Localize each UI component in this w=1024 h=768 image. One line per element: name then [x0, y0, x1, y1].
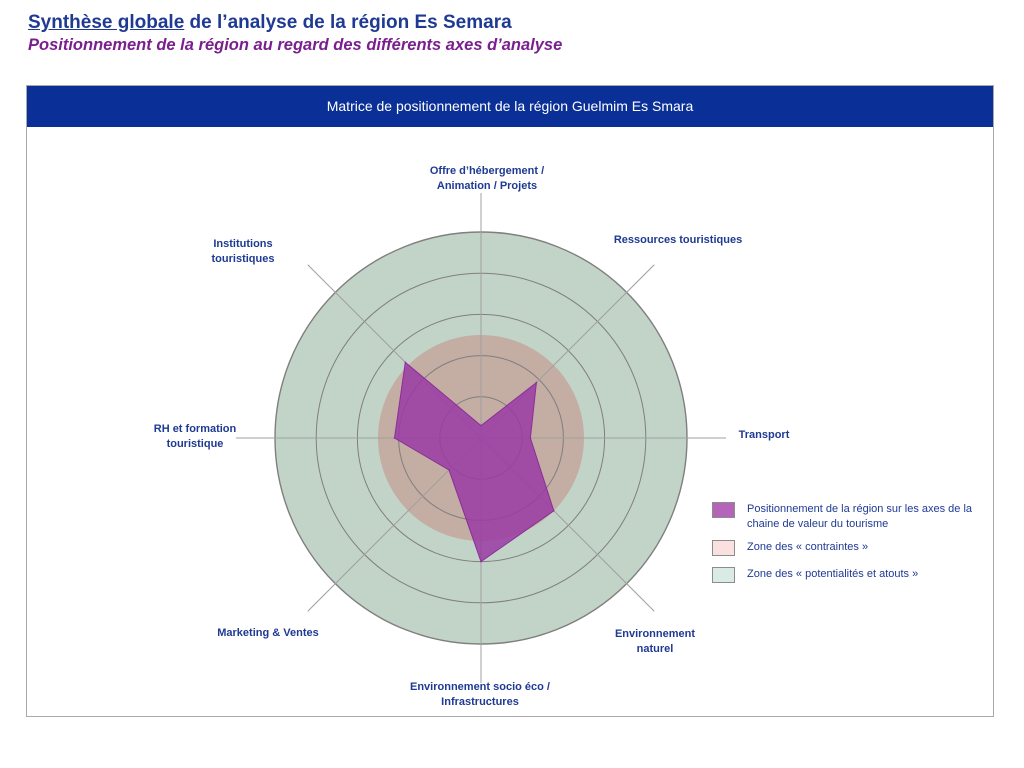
page-title: Synthèse globale de l’analyse de la régi… — [28, 12, 562, 34]
axis-label-institutions: Institutions touristiques — [211, 238, 275, 265]
legend-swatch-positionnement — [712, 502, 735, 518]
legend-swatch-potentialites — [712, 567, 735, 583]
series-point-5 — [448, 469, 450, 471]
legend-item-positionnement: Positionnement de la région sur les axes… — [712, 502, 1002, 532]
series-point-0 — [480, 424, 482, 427]
axis-label-socio-eco: Environnement socio éco / Infrastructure… — [410, 681, 550, 708]
series-point-7 — [404, 361, 407, 364]
panel-title: Matrice de positionnement de la région G… — [27, 86, 993, 127]
legend-label-potentialites: Zone des « potentialités et atouts » — [747, 568, 919, 580]
axis-label-transport: Transport — [738, 429, 790, 441]
axis-label-hebergement: Offre d’hébergement / Animation / Projet… — [429, 165, 545, 192]
series-point-6 — [393, 437, 396, 439]
series-point-4 — [480, 560, 482, 563]
page-title-underlined: Synthèse globale — [28, 12, 185, 33]
axis-label-ressources: Ressources touristiques — [613, 234, 743, 246]
legend-label-positionnement: Positionnement de la région sur les axes… — [747, 503, 973, 530]
axis-label-environnement-naturel: Environnement naturel — [614, 628, 696, 655]
series-point-3 — [553, 510, 555, 512]
page-subtitle: Positionnement de la région au regard de… — [28, 36, 563, 54]
axis-label-marketing: Marketing & Ventes — [217, 627, 319, 639]
legend-label-contraintes: Zone des « contraintes » — [747, 541, 869, 553]
legend-item-potentialites: Zone des « potentialités et atouts » — [712, 567, 1002, 583]
title-block: Synthèse globale de l’analyse de la régi… — [28, 12, 562, 56]
legend-swatch-contraintes — [712, 540, 735, 556]
legend-item-contraintes: Zone des « contraintes » — [712, 540, 1002, 556]
page-title-rest: de l’analyse de la région Es Semara — [184, 12, 512, 33]
series-point-2 — [529, 437, 532, 439]
series-point-1 — [535, 381, 538, 384]
axis-label-rh: RH et formation touristique — [153, 423, 237, 450]
chart-panel: Matrice de positionnement de la région G… — [26, 85, 994, 717]
